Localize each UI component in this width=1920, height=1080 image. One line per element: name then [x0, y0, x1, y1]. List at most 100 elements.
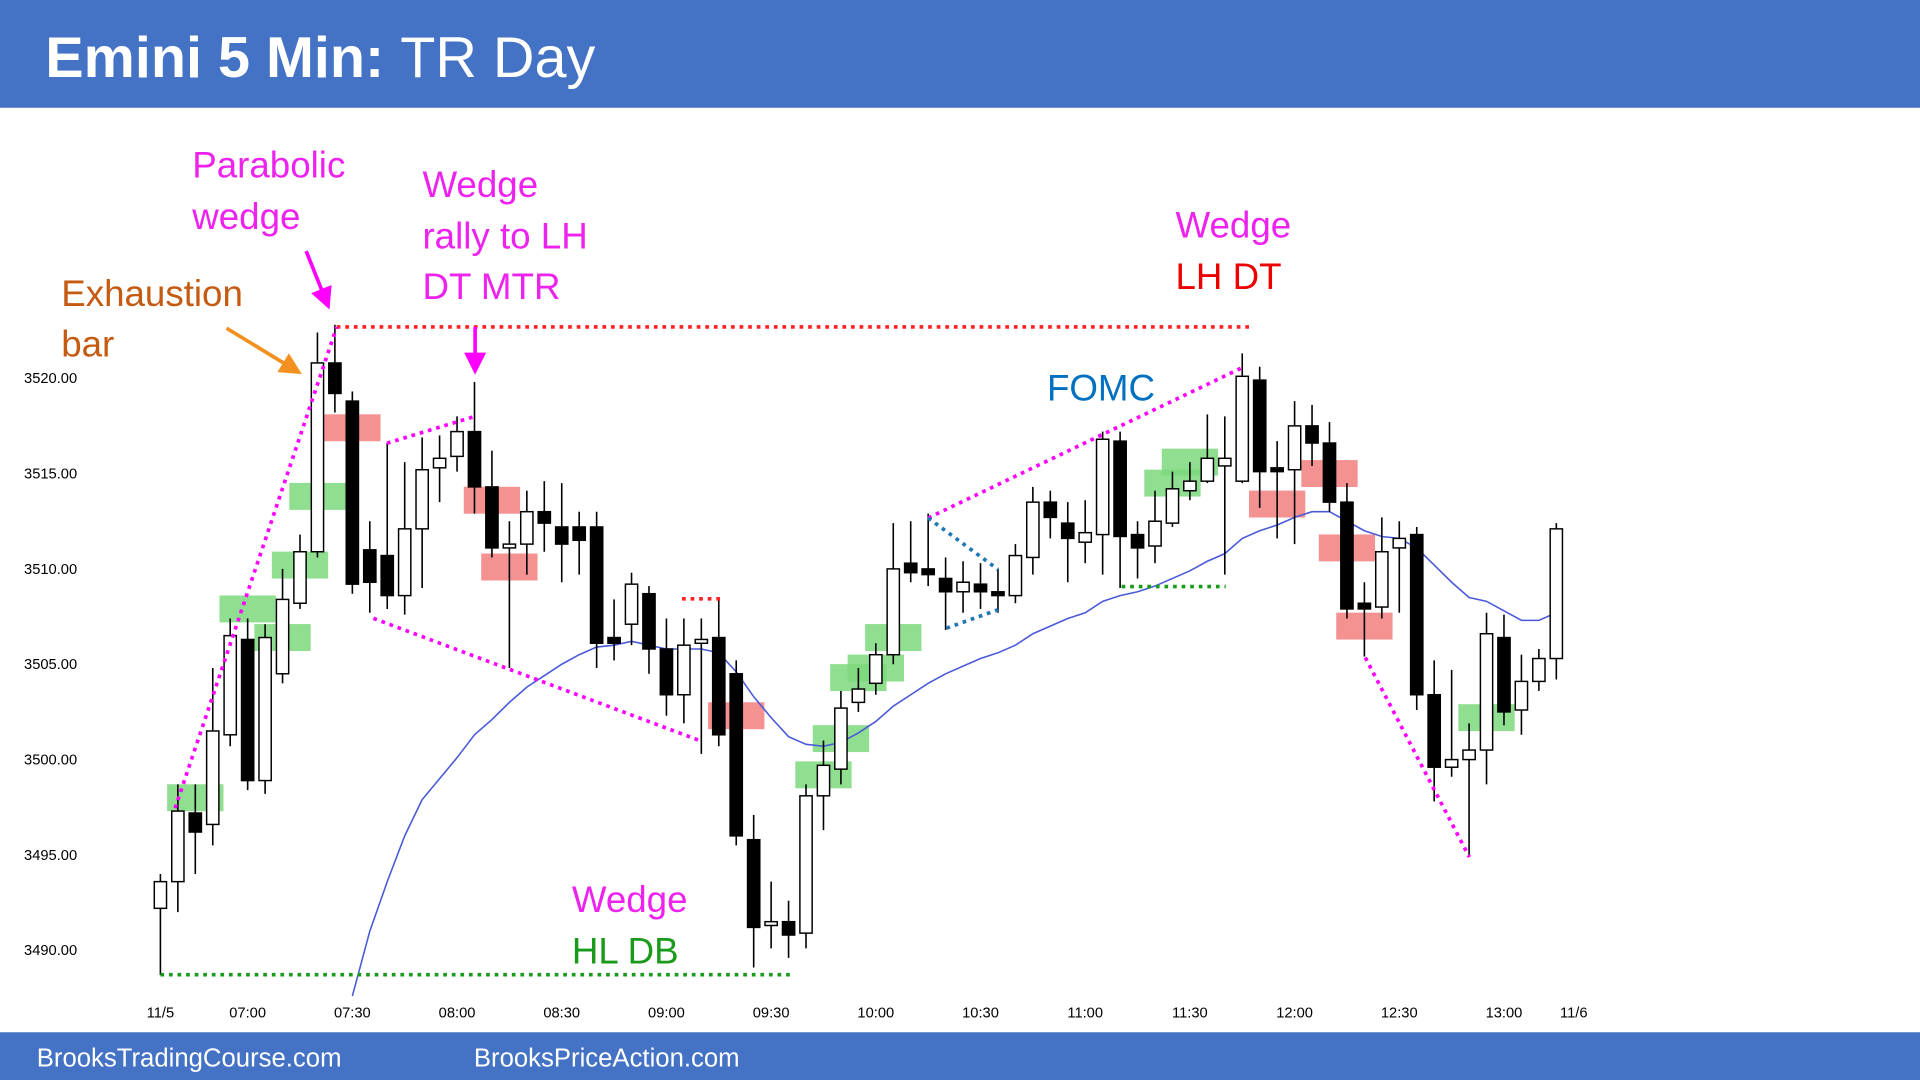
candle-body — [799, 795, 813, 934]
arrow — [225, 326, 302, 375]
y-tick-label: 3520.00 — [24, 371, 77, 387]
candle-body — [1497, 636, 1511, 713]
candle-body — [1514, 680, 1529, 711]
footer-bar — [0, 1032, 1920, 1080]
candle-body — [1078, 531, 1093, 543]
candle-body — [1252, 379, 1267, 473]
candle-body — [1217, 457, 1232, 467]
annotations: Exhaustion bar Parabolic wedge Wedge rally … — [61, 145, 1291, 972]
candle-body — [1549, 528, 1564, 660]
annotation-line: Wedge — [422, 164, 538, 205]
candle-body — [1043, 501, 1058, 519]
x-tick-label: 12:30 — [1381, 1006, 1418, 1022]
annotation: Wedge — [572, 879, 688, 920]
candle-body — [362, 549, 377, 583]
candle-body — [572, 526, 587, 542]
candle-body — [171, 810, 185, 883]
candle-body — [415, 469, 429, 530]
candle-body — [1322, 442, 1337, 503]
footer-right: BrooksPriceAction.com — [474, 1045, 740, 1073]
candle-body — [1165, 488, 1180, 524]
candle-body — [258, 636, 272, 782]
x-tick-label: 10:30 — [962, 1006, 999, 1022]
x-tick-label: 11:00 — [1067, 1006, 1103, 1022]
annotation-line: Parabolic — [192, 145, 345, 186]
candle-body — [816, 764, 831, 797]
x-tick-label: 11/6 — [1560, 1006, 1588, 1022]
candle-body — [1235, 375, 1250, 482]
candle-body — [886, 568, 901, 656]
annotation-line: Exhaustion — [61, 273, 243, 314]
annotation-lines — [160, 325, 1472, 977]
y-tick-label: 3510.00 — [24, 562, 77, 578]
dotted-line — [945, 608, 999, 630]
candle-body — [310, 362, 325, 553]
candle-body — [153, 880, 168, 910]
title-bold: Emini 5 Min: — [45, 26, 384, 90]
candle-body — [519, 510, 534, 545]
candle-body — [1200, 457, 1215, 482]
candle-body — [223, 634, 238, 736]
arrow — [304, 250, 332, 310]
x-tick-label: 08:00 — [439, 1006, 476, 1022]
candle-body — [781, 920, 796, 936]
annotation: LH DT — [1176, 256, 1282, 297]
dotted-line — [386, 414, 476, 446]
candle-body — [834, 707, 848, 770]
x-tick-label: 09:00 — [648, 1006, 685, 1022]
dotted-line — [372, 616, 702, 743]
candle-body — [485, 486, 499, 549]
candle-body — [921, 568, 936, 576]
annotation: HL DB — [572, 931, 679, 972]
candle-body — [956, 581, 970, 593]
candle-body — [240, 638, 255, 782]
dotted-line — [173, 326, 339, 809]
candle-body — [1270, 467, 1284, 473]
candle-body — [188, 812, 203, 833]
annotation: Exhaustion bar — [61, 273, 243, 364]
candle-body — [275, 598, 290, 675]
y-tick-label: 3505.00 — [24, 657, 77, 673]
annotation: FOMC — [1047, 367, 1155, 408]
candle-body — [502, 543, 517, 549]
x-tick-label: 11/5 — [147, 1006, 175, 1022]
arrows — [225, 250, 487, 375]
dotted-line — [1363, 656, 1472, 858]
annotation: Wedge — [1176, 205, 1292, 246]
x-tick-label: 11:30 — [1172, 1006, 1208, 1022]
y-tick-label: 3515.00 — [24, 466, 77, 482]
candle-body — [1095, 438, 1110, 536]
annotation: Parabolic wedge — [191, 145, 345, 237]
candle-body — [589, 526, 604, 645]
y-tick-label: 3490.00 — [24, 943, 77, 959]
x-tick-label: 08:30 — [543, 1006, 580, 1022]
candle-body — [1532, 657, 1546, 683]
annotation-line: bar — [61, 323, 114, 364]
candle-body — [1427, 694, 1442, 768]
candle-body — [1113, 440, 1127, 538]
candle-body — [991, 591, 1005, 597]
header-title: Emini 5 Min: TR Day — [45, 26, 595, 90]
annotation-line: wedge — [191, 196, 300, 237]
candle-body — [397, 528, 412, 597]
candle-body — [1008, 554, 1023, 597]
dotted-line — [927, 516, 1000, 571]
candle-body — [1479, 632, 1494, 751]
candle-body — [624, 583, 639, 625]
x-tick-label: 12:00 — [1276, 1006, 1313, 1022]
candle-body — [1305, 425, 1319, 444]
candle-body — [764, 920, 778, 927]
candle-body — [694, 638, 709, 645]
title-text: TR Day — [400, 26, 595, 90]
candle-body — [1392, 537, 1407, 549]
x-tick-label: 13:00 — [1486, 1006, 1523, 1022]
x-tick-label: 10:00 — [857, 1006, 894, 1022]
candle-body — [432, 457, 447, 469]
candle-body — [1183, 480, 1197, 492]
candle-body — [1374, 551, 1389, 608]
candle-body — [607, 636, 621, 645]
candle-body — [868, 653, 883, 685]
candle-body — [851, 688, 866, 704]
x-tick-label: 07:00 — [229, 1006, 266, 1022]
annotation-line: DT MTR — [422, 266, 560, 307]
